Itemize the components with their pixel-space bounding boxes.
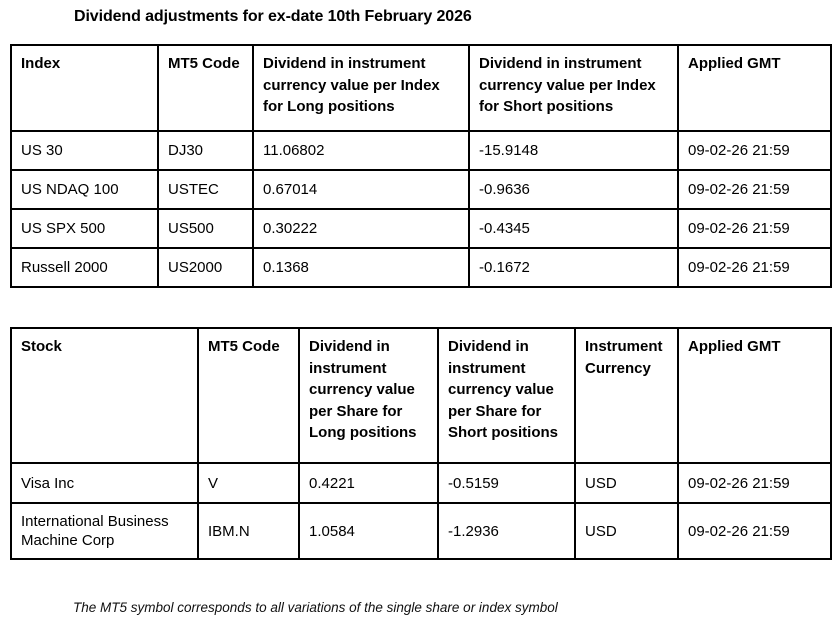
table-cell: USD [574, 462, 679, 504]
table-cell: -0.5159 [437, 462, 576, 504]
table-cell: USTEC [157, 169, 254, 210]
table-row: US 30 DJ30 11.06802 -15.9148 09-02-26 21… [10, 130, 832, 171]
index-dividends-table: Index MT5 Code Dividend in instrument cu… [10, 44, 832, 288]
col-header-dividend-short: Dividend in instrument currency value pe… [437, 327, 576, 464]
col-header-dividend-short: Dividend in instrument currency value pe… [468, 44, 679, 132]
table-cell: 09-02-26 21:59 [677, 169, 832, 210]
table-cell: -0.4345 [468, 208, 679, 249]
table-cell: 09-02-26 21:59 [677, 462, 832, 504]
table-cell: Russell 2000 [10, 247, 159, 288]
table-cell: DJ30 [157, 130, 254, 171]
col-header-index: Index [10, 44, 159, 132]
table-cell: USD [574, 502, 679, 560]
table-cell: US2000 [157, 247, 254, 288]
table-cell: US NDAQ 100 [10, 169, 159, 210]
stock-dividends-table: Stock MT5 Code Dividend in instrument cu… [10, 327, 832, 560]
col-header-stock: Stock [10, 327, 199, 464]
table-cell: 0.1368 [252, 247, 470, 288]
col-header-applied-gmt: Applied GMT [677, 44, 832, 132]
col-header-mt5-code: MT5 Code [197, 327, 300, 464]
table-cell: 0.4221 [298, 462, 439, 504]
table-cell: -15.9148 [468, 130, 679, 171]
index-table-header-row: Index MT5 Code Dividend in instrument cu… [10, 44, 832, 132]
col-header-mt5-code: MT5 Code [157, 44, 254, 132]
table-cell: 0.67014 [252, 169, 470, 210]
table-cell: 09-02-26 21:59 [677, 130, 832, 171]
table-cell: US 30 [10, 130, 159, 171]
table-row: Russell 2000 US2000 0.1368 -0.1672 09-02… [10, 247, 832, 288]
table-cell: International Business Machine Corp [10, 502, 199, 560]
table-cell: 0.30222 [252, 208, 470, 249]
stock-table-header-row: Stock MT5 Code Dividend in instrument cu… [10, 327, 832, 464]
table-cell: V [197, 462, 300, 504]
table-row: US SPX 500 US500 0.30222 -0.4345 09-02-2… [10, 208, 832, 249]
col-header-instrument-currency: Instrument Currency [574, 327, 679, 464]
table-cell: 09-02-26 21:59 [677, 502, 832, 560]
col-header-dividend-long: Dividend in instrument currency value pe… [298, 327, 439, 464]
table-cell: 11.06802 [252, 130, 470, 171]
table-cell: US500 [157, 208, 254, 249]
table-cell: 09-02-26 21:59 [677, 247, 832, 288]
table-cell: IBM.N [197, 502, 300, 560]
table-cell: 1.0584 [298, 502, 439, 560]
table-cell: Visa Inc [10, 462, 199, 504]
table-row: Visa Inc V 0.4221 -0.5159 USD 09-02-26 2… [10, 462, 832, 504]
col-header-dividend-long: Dividend in instrument currency value pe… [252, 44, 470, 132]
table-cell: 09-02-26 21:59 [677, 208, 832, 249]
table-cell: -0.1672 [468, 247, 679, 288]
table-cell: -0.9636 [468, 169, 679, 210]
table-row: International Business Machine Corp IBM.… [10, 502, 832, 560]
footnote: The MT5 symbol corresponds to all variat… [73, 600, 558, 615]
col-header-applied-gmt: Applied GMT [677, 327, 832, 464]
page-title: Dividend adjustments for ex-date 10th Fe… [74, 8, 472, 25]
table-row: US NDAQ 100 USTEC 0.67014 -0.9636 09-02-… [10, 169, 832, 210]
table-cell: -1.2936 [437, 502, 576, 560]
table-cell: US SPX 500 [10, 208, 159, 249]
